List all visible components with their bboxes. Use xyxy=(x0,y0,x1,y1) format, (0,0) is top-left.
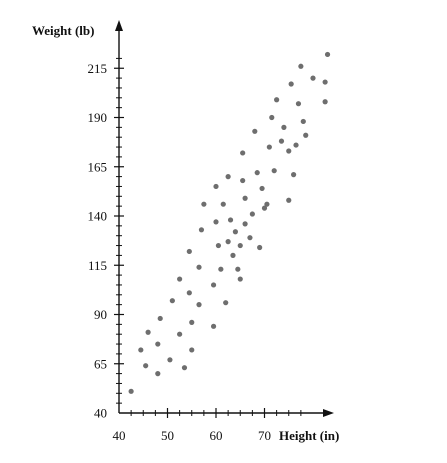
data-point xyxy=(264,201,270,207)
data-point xyxy=(252,128,258,134)
data-point xyxy=(237,242,243,249)
data-point xyxy=(242,195,248,201)
data-point xyxy=(227,217,234,223)
data-point xyxy=(254,170,260,176)
y-tick-label: 115 xyxy=(88,258,107,273)
data-point xyxy=(196,302,202,308)
data-point xyxy=(201,201,207,207)
y-tick-label: 215 xyxy=(88,61,108,76)
x-tick-label: 60 xyxy=(210,428,223,443)
data-point xyxy=(145,329,151,335)
data-point xyxy=(186,290,192,296)
y-tick-label: 140 xyxy=(88,209,108,224)
data-point xyxy=(181,365,188,371)
data-point xyxy=(324,51,331,58)
x-tick-label: 70 xyxy=(258,428,271,443)
data-point xyxy=(155,371,161,377)
data-point xyxy=(240,150,246,156)
x-tick-label: 40 xyxy=(113,428,126,443)
data-point xyxy=(225,174,231,180)
data-point xyxy=(281,124,287,130)
data-point xyxy=(295,101,302,107)
data-point xyxy=(293,142,299,148)
x-tick-label: 50 xyxy=(161,428,174,443)
x-axis-title: Height (in) xyxy=(279,428,339,443)
data-point xyxy=(213,183,219,190)
data-point xyxy=(298,63,304,69)
data-point xyxy=(128,388,134,394)
data-point xyxy=(138,347,144,353)
data-point xyxy=(169,298,175,304)
data-point xyxy=(288,81,294,87)
data-point xyxy=(210,282,217,288)
data-points xyxy=(128,51,331,394)
data-point xyxy=(218,266,224,272)
data-point xyxy=(210,323,217,329)
data-point xyxy=(247,235,253,241)
data-point xyxy=(167,357,173,363)
data-point xyxy=(215,242,222,249)
data-point xyxy=(242,221,248,227)
data-point xyxy=(235,266,241,272)
y-tick-label: 165 xyxy=(88,159,108,174)
y-tick-label: 190 xyxy=(88,110,108,125)
data-point xyxy=(300,118,306,125)
data-point xyxy=(237,276,243,282)
data-point xyxy=(225,239,231,245)
y-axis-title: Weight (lb) xyxy=(32,23,94,38)
data-point xyxy=(249,211,255,217)
y-tick-label: 65 xyxy=(94,356,107,371)
data-point xyxy=(196,264,202,270)
data-point xyxy=(266,144,272,150)
data-point xyxy=(157,315,163,322)
data-point xyxy=(286,148,292,154)
data-point xyxy=(155,341,161,347)
ticks: 40 65 90 115 140 165 190 215 40 50 60 70 xyxy=(88,57,302,443)
data-point xyxy=(278,138,285,144)
data-point xyxy=(322,99,328,105)
data-point xyxy=(213,219,219,225)
data-point xyxy=(230,252,236,258)
data-point xyxy=(223,300,229,306)
data-point xyxy=(322,79,328,85)
x-axis-arrow xyxy=(323,409,334,417)
y-tick-label: 90 xyxy=(94,307,107,322)
data-point xyxy=(177,276,183,282)
data-point xyxy=(240,177,246,184)
data-point xyxy=(286,197,292,203)
data-point xyxy=(189,347,195,353)
y-tick-label: 40 xyxy=(94,406,107,421)
data-point xyxy=(291,172,297,178)
data-point xyxy=(303,132,309,138)
data-point xyxy=(177,331,183,337)
data-point xyxy=(261,205,268,211)
data-point xyxy=(271,168,277,174)
data-point xyxy=(186,248,192,255)
data-point xyxy=(274,97,280,103)
data-point xyxy=(257,244,263,251)
data-point xyxy=(143,363,149,369)
data-point xyxy=(310,75,316,81)
data-point xyxy=(269,114,275,121)
data-point xyxy=(189,319,195,325)
data-point xyxy=(259,185,265,192)
data-point xyxy=(198,227,205,233)
data-point xyxy=(232,229,238,235)
y-axis-arrow xyxy=(115,20,123,31)
data-point xyxy=(220,201,226,207)
axes xyxy=(115,20,334,417)
